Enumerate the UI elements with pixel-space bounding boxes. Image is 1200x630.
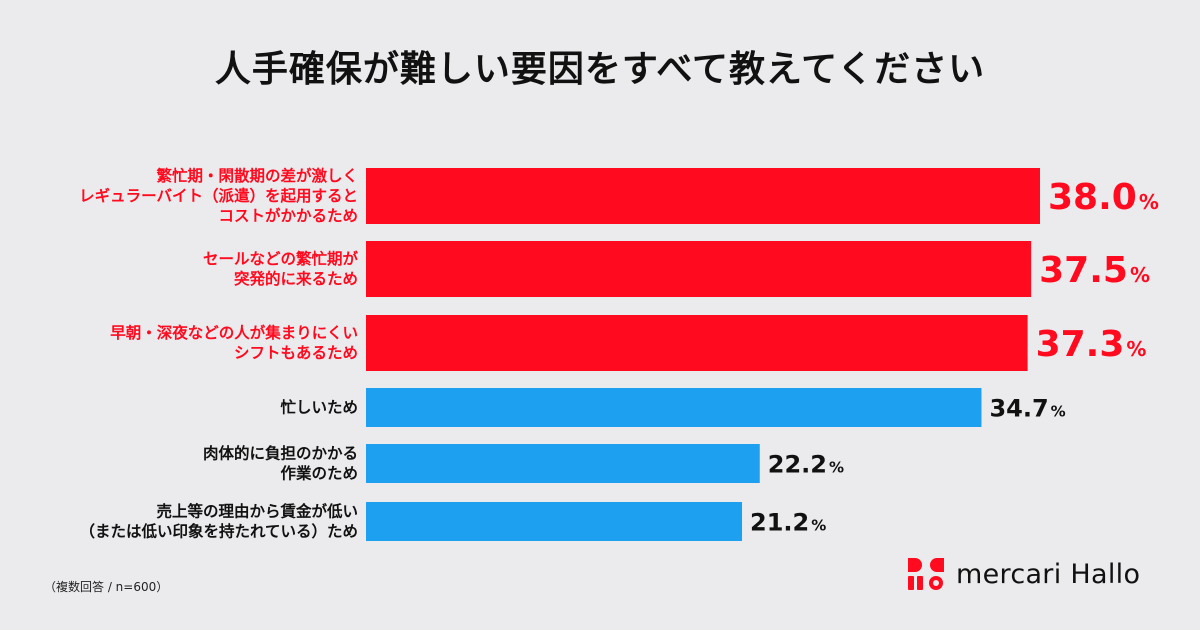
value-label-1: 38.0%: [1048, 177, 1159, 218]
value-label-2: 37.5%: [1039, 250, 1150, 291]
bar-2: [366, 241, 1032, 297]
bar-5: [366, 444, 760, 483]
category-label-2: セールなどの繁忙期が突発的に来るため: [203, 249, 359, 288]
brand-logo: mercari Hallo: [906, 556, 1140, 592]
bar-1: [366, 168, 1040, 224]
sample-note: （複数回答 / n=600）: [44, 580, 169, 594]
mercari-hallo-logo-mark-icon: [908, 558, 944, 590]
value-label-5: 22.2%: [768, 451, 844, 479]
bar-4: [366, 388, 982, 427]
value-label-3: 37.3%: [1036, 324, 1147, 365]
category-label-6: 売上等の理由から賃金が低い（または低い印象を持たれている）ため: [79, 502, 358, 541]
value-label-6: 21.2%: [750, 509, 826, 537]
bar-6: [366, 502, 743, 541]
bar-3: [366, 315, 1028, 371]
value-label-4: 34.7%: [989, 395, 1065, 423]
chart-title: 人手確保が難しい要因をすべて教えてください: [214, 49, 986, 90]
category-label-1: 繁忙期・閑散期の差が激しくレギュラーバイト（派遣）を起用するとコストがかかるため: [79, 166, 358, 225]
logo-text: mercari Hallo: [956, 558, 1141, 590]
category-label-3: 早朝・深夜などの人が集まりにくいシフトもあるため: [110, 323, 358, 362]
category-label-4: 忙しいため: [280, 398, 358, 417]
category-label-5: 肉体的に負担のかかる作業のため: [203, 444, 358, 483]
